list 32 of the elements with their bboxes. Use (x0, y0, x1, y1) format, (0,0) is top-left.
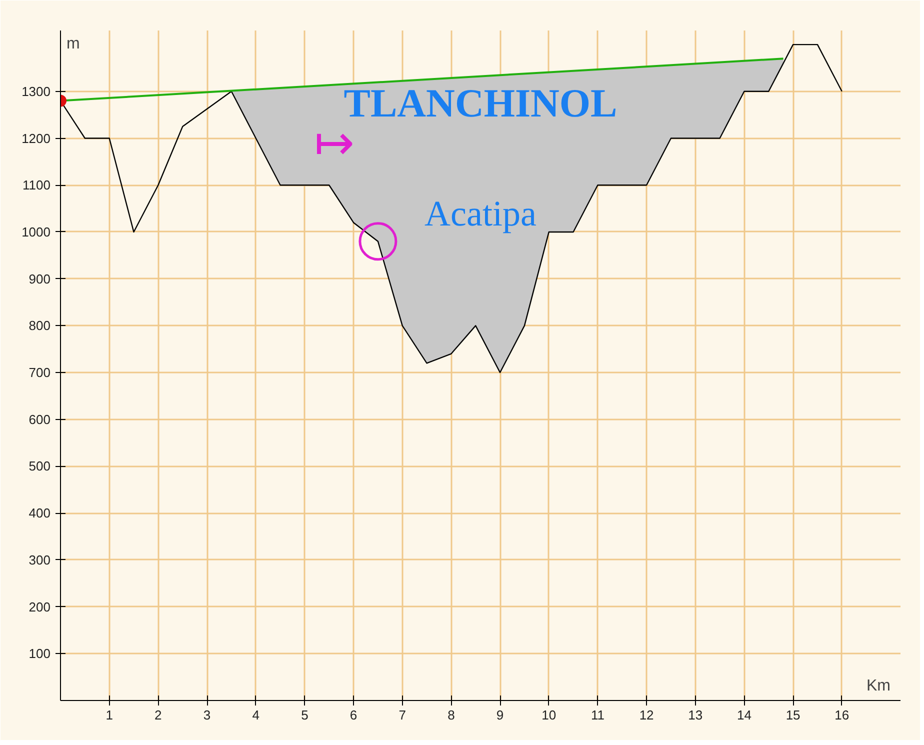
y-tick-label: 500 (28, 458, 51, 474)
y-tick-label: 1300 (22, 84, 50, 99)
x-tick-label: 13 (688, 708, 703, 722)
x-tick-label: 5 (301, 708, 308, 722)
y-tick-label: 900 (28, 271, 51, 286)
y-axis-title: m (66, 36, 80, 52)
x-tick-label: 16 (834, 708, 850, 722)
x-tick-label: 2 (154, 708, 162, 722)
y-tick-label: 1100 (22, 178, 51, 193)
x-axis-title: Km (866, 678, 890, 694)
x-tick-label: 6 (350, 708, 358, 722)
x-tick-label: 1 (106, 708, 113, 722)
x-tick-label: 9 (496, 708, 504, 722)
x-tick-label: 4 (252, 708, 260, 722)
x-tick-label: 10 (542, 708, 556, 722)
x-tick-label: 11 (590, 708, 604, 722)
y-tick-label: 200 (28, 599, 51, 614)
y-tick-label: 800 (28, 318, 51, 334)
y-tick-label: 100 (28, 646, 51, 662)
y-tick-label: 600 (28, 412, 51, 427)
x-tick-label: 15 (786, 708, 800, 722)
x-tick-label: 14 (736, 708, 752, 722)
x-tick-label: 8 (448, 708, 455, 722)
x-tick-label: 7 (398, 708, 406, 722)
x-tick-label: 3 (203, 708, 211, 722)
y-tick-label: 400 (28, 506, 51, 521)
y-tick-label: 1000 (22, 224, 50, 240)
y-tick-label: 700 (28, 365, 51, 380)
y-tick-label: 1200 (22, 130, 50, 146)
annotation: Acatipa (424, 193, 536, 234)
x-tick-label: 12 (639, 708, 654, 722)
y-tick-label: 300 (28, 552, 51, 568)
